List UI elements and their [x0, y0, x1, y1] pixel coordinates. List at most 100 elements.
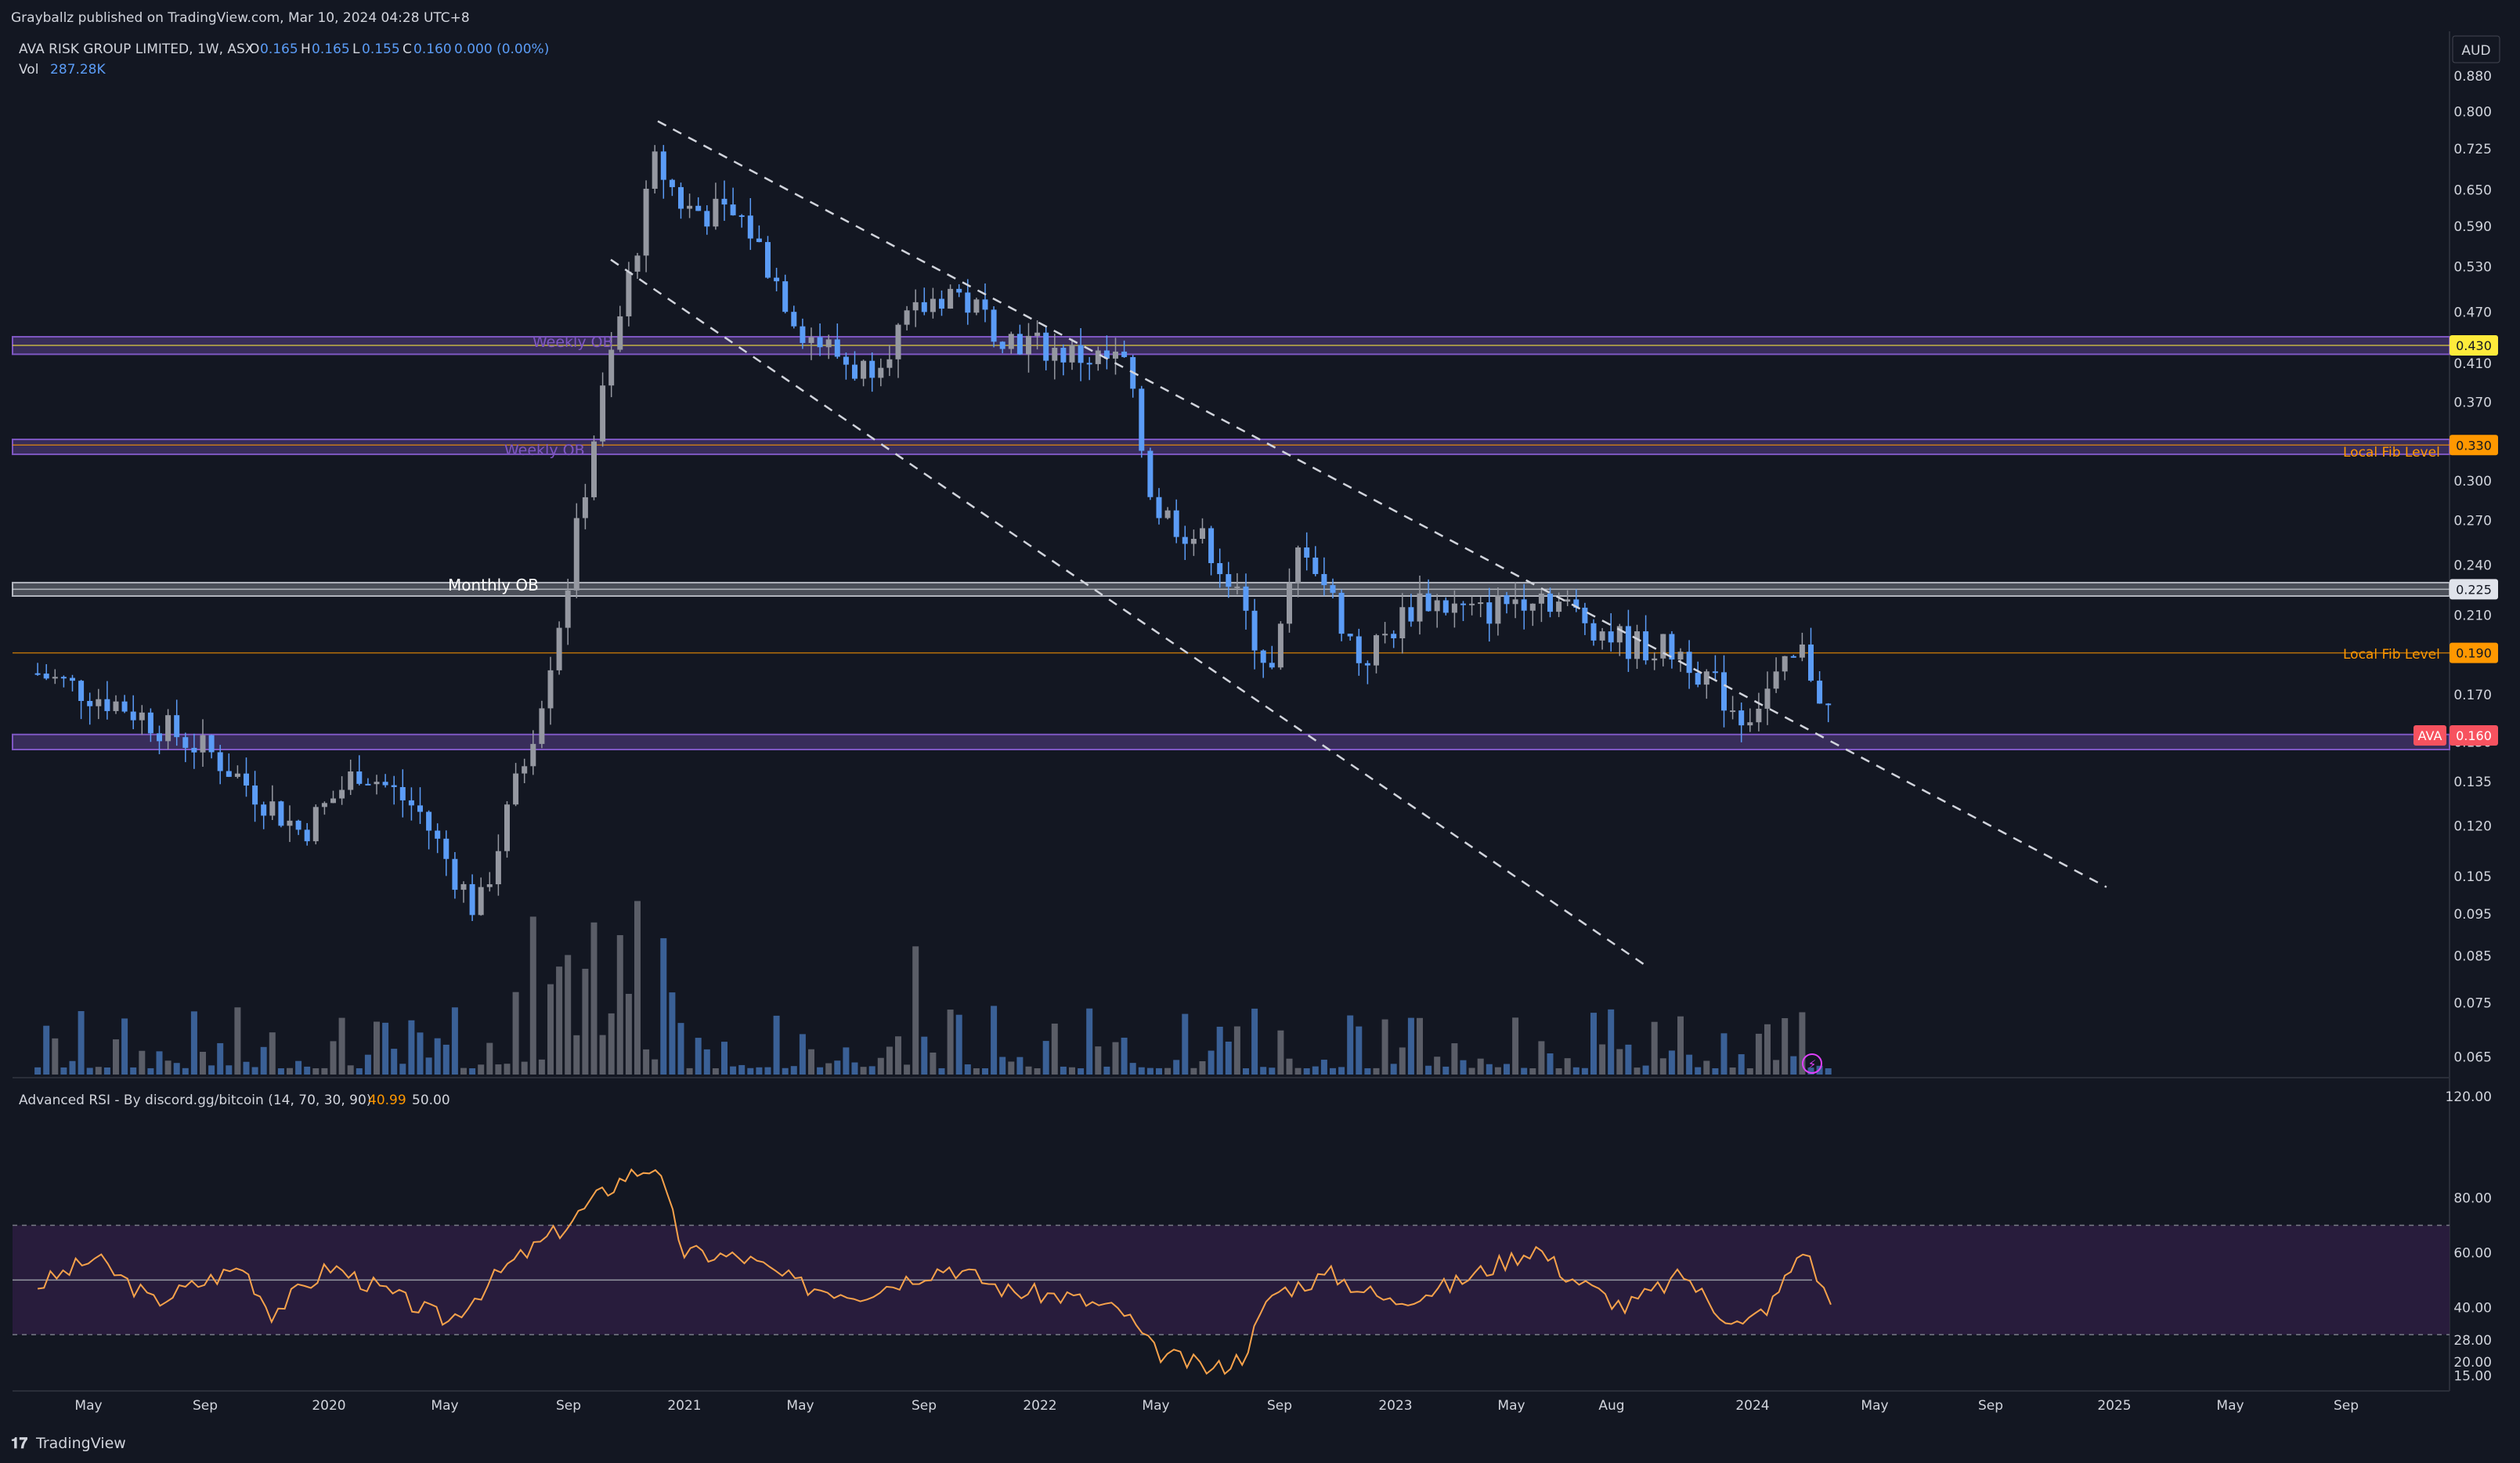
candle-body — [600, 385, 606, 442]
volume-bar — [1695, 1067, 1702, 1075]
zone-label-monthly-ob: Monthly OB — [448, 576, 539, 594]
volume-bar — [807, 1049, 814, 1075]
volume-bar — [582, 968, 589, 1075]
candle-body — [1590, 623, 1597, 641]
time-tick-label: 2025 — [2097, 1398, 2131, 1414]
volume-bar — [1686, 1054, 1693, 1075]
time-tick-label: 2022 — [1023, 1398, 1056, 1414]
candle-body — [504, 804, 510, 851]
volume-bar — [1529, 1067, 1536, 1075]
volume-bar — [1251, 1008, 1258, 1075]
candle-body — [330, 798, 336, 804]
low-label: L — [352, 42, 360, 57]
volume-bar — [695, 1038, 702, 1075]
price-tick-label: 0.120 — [2453, 819, 2492, 835]
candle-body — [1790, 656, 1796, 658]
volume-bar — [1086, 1008, 1093, 1075]
candle-body — [87, 701, 93, 706]
candle-body — [1720, 672, 1727, 711]
rsi-tick-label: 80.00 — [2453, 1191, 2492, 1207]
volume-bar — [964, 1064, 971, 1075]
candle-body — [339, 789, 345, 799]
candle-body — [956, 288, 962, 293]
volume-bar — [1825, 1067, 1832, 1075]
volume-bar — [938, 1067, 945, 1075]
volume-bar — [1807, 1067, 1814, 1075]
volume-bar — [1547, 1053, 1554, 1075]
candle-body — [486, 884, 493, 887]
volume-bar — [904, 1064, 911, 1075]
candle-body — [834, 339, 840, 357]
time-tick-label: May — [2216, 1398, 2244, 1414]
volume-bar — [1103, 1066, 1110, 1075]
volume-bar — [442, 1044, 449, 1075]
published-line: Grayballz published on TradingView.com, … — [11, 10, 470, 26]
candle-body — [96, 699, 102, 706]
volume-bar — [60, 1067, 67, 1075]
candle-body — [1382, 634, 1388, 636]
time-tick-label: May — [1861, 1398, 1888, 1414]
time-tick-label: May — [1142, 1398, 1169, 1414]
candle-body — [261, 804, 267, 816]
volume-bar — [226, 1065, 233, 1075]
candle-body — [608, 349, 615, 386]
volume-bar — [955, 1014, 962, 1075]
candle-body — [869, 360, 876, 378]
candle-body — [738, 215, 745, 217]
volume-bar — [1329, 1067, 1336, 1075]
level-tag — [2450, 335, 2498, 356]
volume-bar — [1616, 1049, 1623, 1075]
currency-button[interactable] — [2452, 35, 2500, 63]
candle-body — [469, 883, 475, 916]
candle-body — [965, 292, 971, 313]
candle-body — [104, 699, 110, 711]
candle-body — [130, 711, 136, 721]
candle-body — [713, 198, 719, 227]
candle-body — [374, 782, 380, 785]
candle-body — [547, 670, 554, 709]
candle-body — [825, 339, 832, 348]
volume-bar — [78, 1011, 85, 1075]
candle-body — [1703, 671, 1709, 685]
price-tick-label: 0.370 — [2453, 395, 2492, 410]
candle-body — [1817, 681, 1823, 704]
candle-body — [60, 677, 67, 679]
volume-bar — [1164, 1067, 1172, 1075]
candle-body — [52, 677, 58, 679]
candle-body — [348, 771, 354, 790]
open-value: 0.165 — [260, 42, 298, 57]
volume-bar — [373, 1021, 380, 1075]
volume-bar — [512, 992, 519, 1075]
volume-bar — [1008, 1061, 1015, 1075]
candle-body — [1008, 334, 1014, 349]
alert-flash-icon[interactable] — [1802, 1053, 1822, 1074]
candle-body — [43, 674, 49, 679]
volume-bar — [286, 1067, 293, 1075]
volume-bar — [1356, 1026, 1363, 1075]
candle-body — [1756, 708, 1762, 723]
volume-bar — [1303, 1068, 1310, 1075]
volume-bar — [790, 1066, 797, 1075]
price-tick-label: 0.300 — [2453, 474, 2492, 489]
volume-bar — [1799, 1012, 1806, 1075]
candle-body — [174, 715, 180, 738]
volume-bar — [321, 1067, 328, 1075]
volume-bar — [1146, 1067, 1153, 1075]
volume-bar — [1034, 1067, 1041, 1075]
candle-body — [1686, 652, 1692, 674]
candle-body — [1582, 607, 1588, 623]
candle-body — [495, 851, 501, 885]
candle-body — [460, 883, 467, 890]
price-tick-label: 0.800 — [2453, 105, 2492, 121]
volume-bar — [1373, 1067, 1380, 1075]
candle-body — [1391, 634, 1397, 638]
volume-bar — [121, 1018, 128, 1075]
candle-body — [1634, 631, 1640, 659]
candle-body — [1173, 510, 1179, 537]
volume-bar — [173, 1063, 180, 1075]
volume-bar — [1538, 1041, 1545, 1075]
candle-body — [1408, 607, 1414, 622]
volume-bar — [921, 1036, 928, 1075]
candle-body — [1451, 603, 1457, 613]
time-axis-labels: May Sep 2020 May Sep 2021 May Sep 2022 May Sep 2023… — [74, 1398, 2359, 1414]
